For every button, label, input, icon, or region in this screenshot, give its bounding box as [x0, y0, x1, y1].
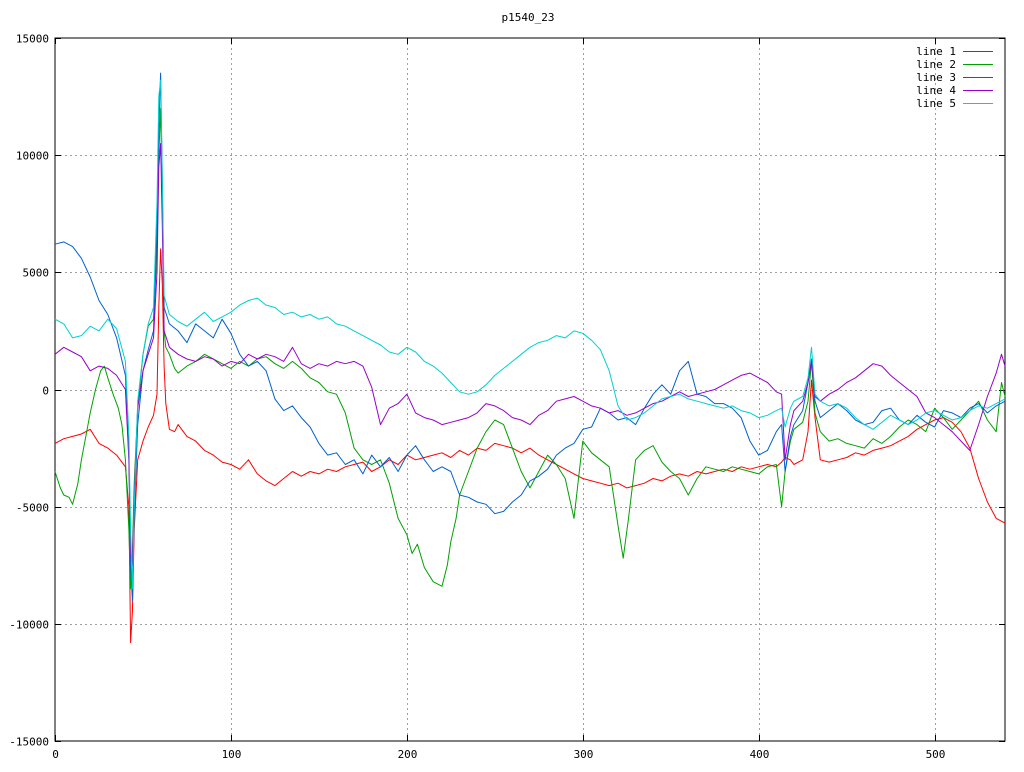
y-tick-label: 15000 [16, 33, 49, 46]
axes: -15000 -10000 -5000 0 5000 10000 15000 0 100 200 3… [9, 33, 1006, 761]
y-tick-label: 10000 [16, 150, 49, 163]
series-line-4 [54, 143, 1006, 566]
legend-label: line 4 [916, 84, 956, 97]
legend-label: line 1 [916, 45, 956, 58]
y-tick-label: -5000 [16, 502, 49, 515]
y-tick-label: 5000 [23, 267, 50, 280]
plot-frame [54, 37, 1006, 742]
legend-label: line 5 [916, 97, 956, 110]
y-tick-label: -10000 [9, 619, 49, 632]
legend-label: line 2 [916, 58, 956, 71]
series-line-2 [54, 107, 1006, 590]
x-tick-label: 200 [398, 748, 418, 761]
y-tick-label: 0 [42, 385, 49, 398]
y-tick-label: -15000 [9, 736, 49, 749]
legend-label: line 3 [916, 71, 956, 84]
x-tick-label: 0 [52, 748, 59, 761]
grid-lines [55, 38, 1005, 741]
chart-title: p1540_23 [502, 11, 555, 24]
x-tick-label: 100 [222, 748, 242, 761]
series-line-3 [54, 72, 1006, 601]
series-line-1 [54, 248, 1006, 644]
x-tick-label: 400 [750, 748, 770, 761]
x-tick-label: 500 [926, 748, 946, 761]
series-line-5 [54, 79, 1006, 590]
x-tick-label: 300 [574, 748, 594, 761]
series-lines [54, 72, 1006, 644]
